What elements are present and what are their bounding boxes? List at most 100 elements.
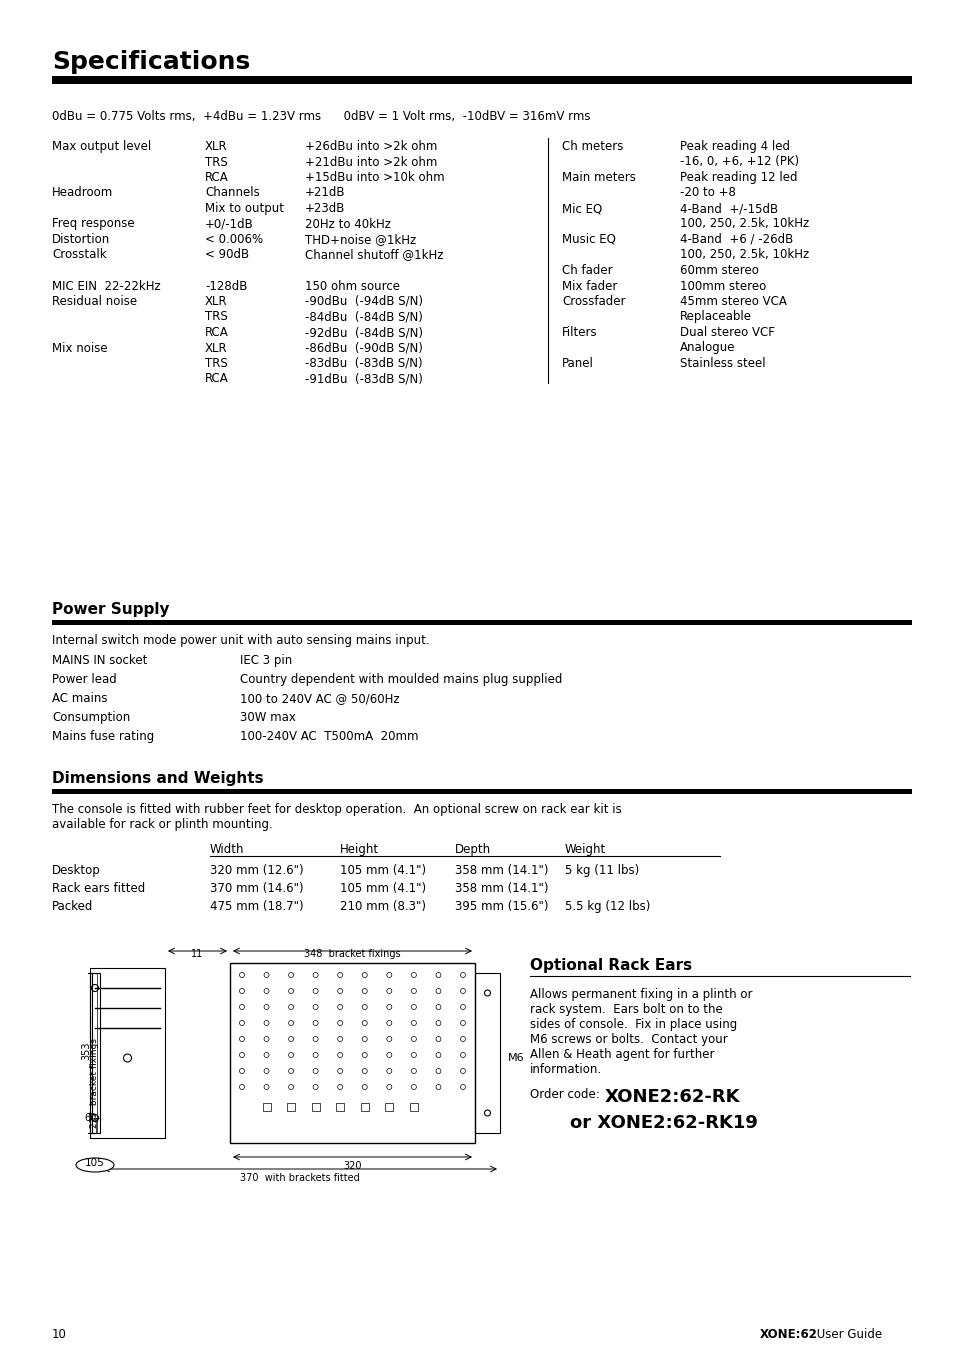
Text: -128dB: -128dB	[205, 280, 247, 293]
Text: Internal switch mode power unit with auto sensing mains input.: Internal switch mode power unit with aut…	[52, 634, 429, 647]
Text: Mains fuse rating: Mains fuse rating	[52, 730, 154, 743]
Text: Peak reading 4 led
-16, 0, +6, +12 (PK): Peak reading 4 led -16, 0, +6, +12 (PK)	[679, 141, 799, 168]
Text: The console is fitted with rubber feet for desktop operation.  An optional screw: The console is fitted with rubber feet f…	[52, 802, 621, 831]
Text: +21dBu into >2k ohm: +21dBu into >2k ohm	[305, 155, 436, 169]
Text: TRS: TRS	[205, 311, 228, 323]
Bar	[52, 76, 911, 84]
Text: Weight: Weight	[564, 843, 605, 857]
Text: RCA: RCA	[205, 373, 229, 385]
Text: 100-240V AC  T500mA  20mm: 100-240V AC T500mA 20mm	[240, 730, 418, 743]
Text: Headroom: Headroom	[52, 186, 113, 200]
Text: 5 kg (11 lbs): 5 kg (11 lbs)	[564, 865, 639, 877]
Text: 475 mm (18.7"): 475 mm (18.7")	[210, 900, 303, 913]
Text: Specifications: Specifications	[52, 50, 250, 74]
Text: Main meters: Main meters	[561, 172, 636, 184]
Bar	[385, 1102, 393, 1111]
Text: Power Supply: Power Supply	[52, 603, 170, 617]
Text: -83dBu  (-83dB S/N): -83dBu (-83dB S/N)	[305, 357, 422, 370]
Text: Dual stereo VCF
Analogue: Dual stereo VCF Analogue	[679, 326, 774, 354]
Text: Channel shutoff @1kHz: Channel shutoff @1kHz	[305, 249, 443, 262]
Bar	[335, 1102, 344, 1111]
Text: Crossfader: Crossfader	[561, 295, 625, 308]
Text: +21dB: +21dB	[305, 186, 345, 200]
Text: TRS: TRS	[205, 357, 228, 370]
Text: Mix fader: Mix fader	[561, 280, 617, 293]
Text: Music EQ: Music EQ	[561, 232, 616, 246]
Bar	[230, 963, 475, 1143]
Text: TRS: TRS	[205, 155, 228, 169]
Text: 210 mm (8.3"): 210 mm (8.3")	[339, 900, 426, 913]
Text: 358 mm (14.1"): 358 mm (14.1")	[455, 865, 548, 877]
Text: 10: 10	[52, 1328, 67, 1342]
Bar	[287, 1102, 294, 1111]
Text: 100 to 240V AC @ 50/60Hz: 100 to 240V AC @ 50/60Hz	[240, 692, 399, 705]
Text: Height: Height	[339, 843, 378, 857]
Text: Optional Rack Ears: Optional Rack Ears	[530, 958, 691, 973]
Text: 395 mm (15.6"): 395 mm (15.6")	[455, 900, 548, 913]
Text: -90dBu  (-94dB S/N): -90dBu (-94dB S/N)	[305, 295, 422, 308]
Text: 11: 11	[192, 948, 203, 959]
Bar	[410, 1102, 417, 1111]
Text: IEC 3 pin: IEC 3 pin	[240, 654, 292, 667]
Text: 60: 60	[85, 1113, 97, 1123]
Text: M6: M6	[507, 1052, 524, 1063]
Text: 320 mm (12.6"): 320 mm (12.6")	[210, 865, 303, 877]
Text: Stainless steel: Stainless steel	[679, 357, 765, 370]
Text: Distortion: Distortion	[52, 232, 111, 246]
Text: 30W max: 30W max	[240, 711, 295, 724]
Text: 105 mm (4.1"): 105 mm (4.1")	[339, 882, 426, 894]
Text: XLR: XLR	[205, 342, 228, 354]
Text: -92dBu  (-84dB S/N): -92dBu (-84dB S/N)	[305, 326, 422, 339]
Text: 4-Band  +6 / -26dB
100, 250, 2.5k, 10kHz: 4-Band +6 / -26dB 100, 250, 2.5k, 10kHz	[679, 232, 808, 261]
Text: 60mm stereo: 60mm stereo	[679, 263, 758, 277]
Text: Country dependent with moulded mains plug supplied: Country dependent with moulded mains plu…	[240, 673, 561, 686]
Text: < 0.006%: < 0.006%	[205, 232, 263, 246]
Text: Panel: Panel	[561, 357, 594, 370]
Text: 370  with brackets fitted: 370 with brackets fitted	[240, 1173, 359, 1183]
Text: 320: 320	[343, 1161, 361, 1171]
Text: XLR: XLR	[205, 295, 228, 308]
Text: 4-Band  +/-15dB
100, 250, 2.5k, 10kHz: 4-Band +/-15dB 100, 250, 2.5k, 10kHz	[679, 203, 808, 230]
Text: Ch fader: Ch fader	[561, 263, 612, 277]
Text: 370 mm (14.6"): 370 mm (14.6")	[210, 882, 303, 894]
Bar	[360, 1102, 369, 1111]
Text: RCA: RCA	[205, 326, 229, 339]
Text: 105: 105	[85, 1158, 105, 1169]
Text: Ch meters: Ch meters	[561, 141, 622, 153]
Text: Order code:: Order code:	[530, 1088, 599, 1101]
Text: -84dBu  (-84dB S/N): -84dBu (-84dB S/N)	[305, 311, 422, 323]
Text: Mic EQ: Mic EQ	[561, 203, 601, 215]
Bar	[90, 973, 100, 1133]
Text: Residual noise: Residual noise	[52, 295, 137, 308]
Text: 100mm stereo: 100mm stereo	[679, 280, 765, 293]
Text: or XONE2:62-RK19: or XONE2:62-RK19	[569, 1115, 757, 1132]
Text: Peak reading 12 led
-20 to +8: Peak reading 12 led -20 to +8	[679, 172, 797, 199]
Ellipse shape	[76, 1158, 113, 1173]
Text: Desktop: Desktop	[52, 865, 101, 877]
Bar	[52, 789, 911, 794]
Text: +15dBu into >10k ohm: +15dBu into >10k ohm	[305, 172, 444, 184]
Text: Consumption: Consumption	[52, 711, 131, 724]
Text: +23dB: +23dB	[305, 203, 345, 215]
Text: THD+noise @1kHz: THD+noise @1kHz	[305, 232, 416, 246]
Text: 353: 353	[81, 1042, 91, 1059]
Text: 0dBu = 0.775 Volts rms,  +4dBu = 1.23V rms      0dBV = 1 Volt rms,  -10dBV = 316: 0dBu = 0.775 Volts rms, +4dBu = 1.23V rm…	[52, 109, 590, 123]
Text: 45mm stereo VCA
Replaceable: 45mm stereo VCA Replaceable	[679, 295, 786, 323]
Text: 358 mm (14.1"): 358 mm (14.1")	[455, 882, 548, 894]
Text: Packed: Packed	[52, 900, 93, 913]
Text: Width: Width	[210, 843, 244, 857]
Text: Channels: Channels	[205, 186, 259, 200]
Text: Mix to output: Mix to output	[205, 203, 284, 215]
Bar	[52, 620, 911, 626]
Text: XLR: XLR	[205, 141, 228, 153]
Bar	[90, 969, 165, 1138]
Text: Crosstalk: Crosstalk	[52, 249, 107, 262]
Text: Max output level: Max output level	[52, 141, 152, 153]
Text: 105 mm (4.1"): 105 mm (4.1")	[339, 865, 426, 877]
Text: +26dBu into >2k ohm: +26dBu into >2k ohm	[305, 141, 436, 153]
Text: +0/-1dB: +0/-1dB	[205, 218, 253, 231]
Text: XONE:62: XONE:62	[760, 1328, 817, 1342]
Text: Mix noise: Mix noise	[52, 342, 108, 354]
Text: AC mains: AC mains	[52, 692, 108, 705]
Text: MAINS IN socket: MAINS IN socket	[52, 654, 147, 667]
